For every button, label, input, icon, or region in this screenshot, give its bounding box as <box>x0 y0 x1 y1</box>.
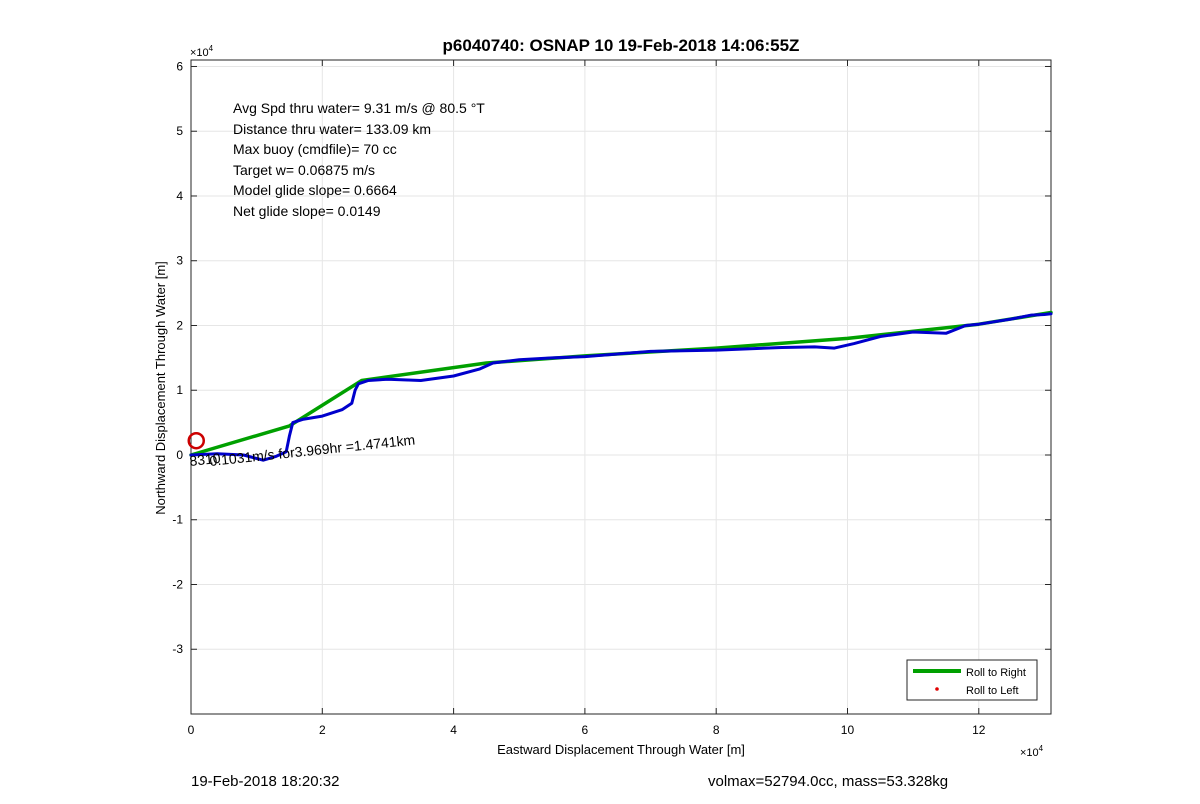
x-tick-label: 12 <box>972 723 986 737</box>
y-tick-label: 4 <box>176 189 183 203</box>
x-axis-label: Eastward Displacement Through Water [m] <box>497 742 745 757</box>
start-marker <box>187 431 206 450</box>
legend-roll-left-label: Roll to Left <box>966 685 1019 697</box>
legend-box <box>906 659 1038 701</box>
y-tick-label: -3 <box>172 642 183 656</box>
x-tick-label: 8 <box>713 723 720 737</box>
plot-area <box>187 310 1053 462</box>
y-exponent: ×104 <box>190 44 214 59</box>
axes-box <box>190 59 1052 715</box>
chart-title: p6040740: OSNAP 10 19-Feb-2018 14:06:55Z <box>443 36 800 55</box>
y-tick-label: 6 <box>176 59 183 73</box>
y-tick-label: 5 <box>176 124 183 138</box>
y-exponent-base: ×10 <box>190 47 209 59</box>
legend: Roll to Right Roll to Left <box>906 659 1038 701</box>
y-tick-label: 2 <box>176 318 183 332</box>
y-tick-label: 1 <box>176 383 183 397</box>
series-line-track <box>189 312 1053 462</box>
current-label: 0.1031m/s for3.969hr =1.4741km <box>209 431 416 469</box>
annotation-distance: Distance thru water= 133.09 km <box>233 121 431 137</box>
x-tick-label: 10 <box>841 723 855 737</box>
y-tick-label: 0 <box>176 448 183 462</box>
x-tick-label: 2 <box>319 723 326 737</box>
y-tick-label: -1 <box>172 513 183 527</box>
annotation-net-slope: Net glide slope= 0.0149 <box>233 203 381 219</box>
x-exponent: ×104 <box>1020 744 1044 759</box>
y-tick-label: 3 <box>176 254 183 268</box>
series-line-roll-right <box>189 310 1053 457</box>
legend-roll-left-swatch <box>935 687 939 691</box>
annotation-max-buoy: Max buoy (cmdfile)= 70 cc <box>233 141 397 157</box>
y-axis-label: Northward Displacement Through Water [m] <box>153 261 168 515</box>
current-label-underlay: 8310 <box>189 450 222 469</box>
y-exponent-power: 4 <box>209 44 214 53</box>
footer-volmax-mass: volmax=52794.0cc, mass=53.328kg <box>708 773 949 790</box>
x-exponent-power: 4 <box>1039 744 1044 753</box>
annotation-avg-speed: Avg Spd thru water= 9.31 m/s @ 80.5 °T <box>233 100 485 116</box>
annotation-target-w: Target w= 0.06875 m/s <box>233 162 375 178</box>
x-tick-label: 0 <box>188 723 195 737</box>
annotation-block: Avg Spd thru water= 9.31 m/s @ 80.5 °T D… <box>233 100 485 219</box>
grid-lines <box>190 60 1051 714</box>
annotation-model-slope: Model glide slope= 0.6664 <box>233 182 397 198</box>
x-tick-label: 6 <box>582 723 589 737</box>
legend-roll-right-label: Roll to Right <box>966 667 1026 679</box>
x-tick-label: 4 <box>450 723 457 737</box>
x-exponent-base: ×10 <box>1020 747 1039 759</box>
y-tick-label: -2 <box>172 577 183 591</box>
footer-timestamp: 19-Feb-2018 18:20:32 <box>191 773 340 790</box>
